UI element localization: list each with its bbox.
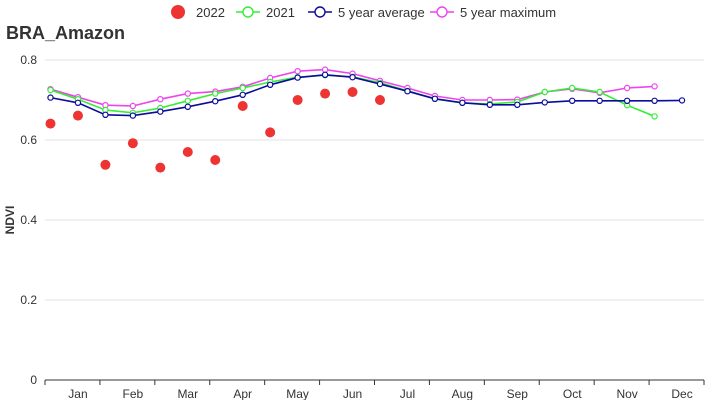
data-point xyxy=(321,71,329,79)
legend-label: 5 year maximum xyxy=(460,5,556,20)
data-point xyxy=(155,162,166,173)
data-point xyxy=(129,112,137,119)
gridlines xyxy=(45,59,704,381)
data-point xyxy=(292,95,303,105)
legend-item: 5 year average xyxy=(308,5,425,20)
x-tick-label: Nov xyxy=(616,387,637,400)
data-point xyxy=(100,159,111,170)
x-tick-label: Dec xyxy=(671,387,692,400)
data-point xyxy=(651,113,658,120)
legend-marker xyxy=(242,6,254,18)
data-point xyxy=(74,99,82,107)
data-point xyxy=(514,101,521,109)
data-point xyxy=(294,74,301,81)
series-5-year-average xyxy=(47,71,686,119)
legend-marker xyxy=(436,6,448,18)
x-tick-label: May xyxy=(286,387,309,400)
data-point xyxy=(182,147,193,157)
data-point xyxy=(349,73,356,81)
data-point xyxy=(459,99,466,107)
data-point xyxy=(320,88,331,99)
data-point xyxy=(678,97,686,104)
data-point xyxy=(623,97,631,105)
data-point xyxy=(431,95,439,103)
data-point xyxy=(212,90,219,97)
data-point xyxy=(157,95,164,103)
legend-label: 2021 xyxy=(266,5,295,20)
legend-marker xyxy=(171,5,185,19)
y-axis-label: NDVI xyxy=(3,206,17,235)
data-point xyxy=(569,84,576,92)
x-tick-label: Jul xyxy=(400,387,415,400)
data-point xyxy=(596,88,603,96)
data-point xyxy=(102,111,109,119)
x-tick-label: Jan xyxy=(68,387,87,400)
data-point xyxy=(376,80,384,88)
x-tick-label: Oct xyxy=(563,387,582,400)
data-point xyxy=(127,138,138,149)
y-tick-label: 0.8 xyxy=(20,53,37,67)
data-point xyxy=(212,97,219,105)
data-point xyxy=(265,127,276,138)
data-point xyxy=(541,99,548,106)
data-point xyxy=(210,155,221,165)
legend-marker xyxy=(314,6,326,18)
data-point xyxy=(129,102,137,110)
legend-item: 2021 xyxy=(236,5,295,20)
data-point xyxy=(45,118,56,129)
data-point xyxy=(184,97,191,105)
y-axis-ticks: 0 0.2 0.4 0.6 0.8 xyxy=(20,53,37,387)
data-point xyxy=(184,103,191,111)
legend-label: 2022 xyxy=(196,5,225,20)
data-point xyxy=(321,66,329,73)
data-point xyxy=(72,110,83,121)
series-line xyxy=(50,73,683,117)
legend: 2022 2021 5 year average 5 year maximum xyxy=(171,5,556,20)
data-point xyxy=(294,67,301,75)
series-2022 xyxy=(45,87,385,173)
y-tick-label: 0 xyxy=(30,373,37,387)
data-point xyxy=(347,87,358,97)
data-point xyxy=(184,90,191,97)
y-tick-label: 0.2 xyxy=(20,293,37,307)
data-point xyxy=(47,94,54,101)
x-tick-label: Apr xyxy=(233,387,252,400)
data-point xyxy=(374,95,385,105)
data-point xyxy=(47,86,54,94)
data-point xyxy=(541,88,548,96)
data-point xyxy=(404,87,411,95)
chart-title: BRA_Amazon xyxy=(6,23,125,43)
x-tick-label: Aug xyxy=(452,387,473,400)
plot-area xyxy=(45,66,686,173)
y-tick-label: 0.4 xyxy=(20,213,37,227)
data-point xyxy=(623,84,631,92)
data-point xyxy=(239,84,246,92)
data-point xyxy=(596,97,603,105)
data-point xyxy=(651,83,658,90)
x-axis: Jan Feb Mar Apr May Jun Jul Aug Sep Oct Nov Dec xyxy=(44,380,705,400)
x-tick-label: Sep xyxy=(507,387,529,400)
data-point xyxy=(266,81,274,89)
x-tick-label: Feb xyxy=(123,387,144,400)
y-tick-label: 0.6 xyxy=(20,133,37,147)
data-point xyxy=(651,97,658,105)
x-tick-label: Jun xyxy=(343,387,362,400)
legend-item: 5 year maximum xyxy=(430,5,556,20)
x-tick-label: Mar xyxy=(177,387,198,400)
data-point xyxy=(237,101,248,111)
legend-label: 5 year average xyxy=(338,5,425,20)
legend-item: 2022 xyxy=(171,5,225,20)
data-point xyxy=(239,91,246,99)
data-point xyxy=(569,97,576,105)
data-point xyxy=(157,108,164,115)
data-point xyxy=(486,101,494,109)
